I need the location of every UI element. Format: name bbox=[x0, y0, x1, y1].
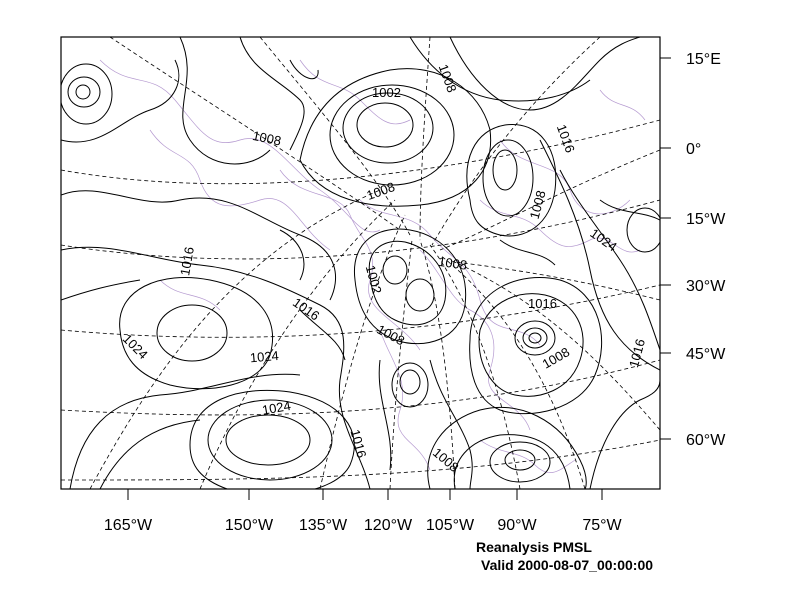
contour-label: 1008 bbox=[527, 189, 549, 221]
lat-tick-label: 60°W bbox=[686, 432, 726, 449]
lon-tick-label: 90°W bbox=[497, 517, 537, 534]
figure-subtitle: Valid 2000-08-07_00:00:00 bbox=[481, 557, 653, 573]
contour-label: 1008 bbox=[437, 254, 468, 273]
contour-label: 1008 bbox=[436, 62, 460, 94]
lat-tick-label: 45°W bbox=[686, 346, 726, 363]
contour-label: 1008 bbox=[365, 179, 397, 203]
contour-label: 1002 bbox=[372, 85, 401, 100]
contour-label: 1008 bbox=[251, 128, 282, 149]
contour-label: 1002 bbox=[363, 264, 385, 296]
lat-tick-label: 0° bbox=[686, 141, 701, 158]
contour-label: 1016 bbox=[626, 337, 648, 369]
lat-axis: 15°E 0° 15°W 30°W 45°W 60°W bbox=[660, 51, 726, 449]
contour-label-group: 1002 1008 1008 1016 1008 1008 1024 1016 … bbox=[120, 62, 648, 475]
contour-label: 1016 bbox=[528, 296, 557, 311]
lon-tick-label: 165°W bbox=[104, 517, 153, 534]
lon-tick-label: 120°W bbox=[364, 517, 413, 534]
contour-label: 1024 bbox=[587, 225, 619, 254]
contour-label: 1016 bbox=[554, 122, 578, 154]
contour-label: 1008 bbox=[540, 344, 573, 371]
lon-tick-label: 150°W bbox=[225, 517, 274, 534]
contour-label: 1024 bbox=[249, 348, 279, 365]
contour-label: 1016 bbox=[177, 246, 197, 277]
contour-label: 1024 bbox=[261, 398, 292, 418]
coastlines bbox=[99, 59, 646, 473]
lon-tick-label: 135°W bbox=[299, 517, 348, 534]
lat-tick-label: 15°E bbox=[686, 51, 721, 68]
contour-label: 1016 bbox=[348, 428, 370, 460]
lat-tick-label: 30°W bbox=[686, 278, 726, 295]
graticule bbox=[61, 37, 660, 489]
lat-tick-label: 15°W bbox=[686, 211, 726, 228]
lon-tick-label: 105°W bbox=[426, 517, 475, 534]
pressure-contours bbox=[61, 37, 660, 489]
lon-axis: 165°W 150°W 135°W 120°W 105°W 90°W 75°W bbox=[104, 489, 623, 534]
contour-label: 1016 bbox=[290, 295, 322, 324]
lon-tick-label: 75°W bbox=[582, 517, 622, 534]
plot-frame bbox=[60, 36, 661, 490]
figure-title: Reanalysis PMSL bbox=[476, 539, 592, 555]
